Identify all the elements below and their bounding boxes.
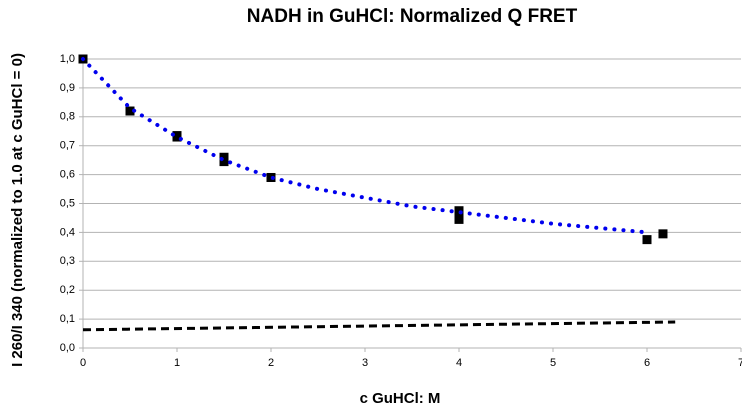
x-tick-label: 5 xyxy=(550,357,556,369)
data-point xyxy=(642,235,652,245)
y-tick-label: 0,2 xyxy=(60,284,75,296)
x-tick-label: 7 xyxy=(738,357,742,369)
y-tick-label: 1,0 xyxy=(60,53,75,65)
x-tick-label: 1 xyxy=(174,357,180,369)
data-point xyxy=(172,132,182,142)
y-tick-label: 0,6 xyxy=(60,169,75,181)
data-point xyxy=(454,206,464,216)
x-tick-label: 3 xyxy=(362,357,368,369)
data-point xyxy=(219,157,229,167)
x-tick-label: 6 xyxy=(644,357,650,369)
trend-line xyxy=(82,320,676,332)
x-axis-title: c GuHCl: M xyxy=(360,390,441,407)
y-tick-label: 0,1 xyxy=(60,313,75,325)
y-axis-title: I 260/I 340 (normalized to 1.0 at c GuHC… xyxy=(9,53,26,367)
trend-line xyxy=(81,57,649,235)
y-tick-label: 0,8 xyxy=(60,111,75,123)
x-tick-label: 0 xyxy=(80,357,86,369)
data-point xyxy=(125,106,135,116)
x-tick-label: 4 xyxy=(456,357,462,369)
y-tick-label: 0,9 xyxy=(60,82,75,94)
x-tick-label: 2 xyxy=(268,357,274,369)
y-tick-label: 0,7 xyxy=(60,140,75,152)
y-tick-label: 0,5 xyxy=(60,197,75,209)
data-point xyxy=(658,229,668,239)
y-tick-label: 0,4 xyxy=(60,226,75,238)
y-tick-label: 0,0 xyxy=(60,342,75,354)
data-point xyxy=(454,214,464,224)
chart-title: NADH in GuHCl: Normalized Q FRET xyxy=(247,6,578,27)
y-tick-label: 0,3 xyxy=(60,255,75,267)
